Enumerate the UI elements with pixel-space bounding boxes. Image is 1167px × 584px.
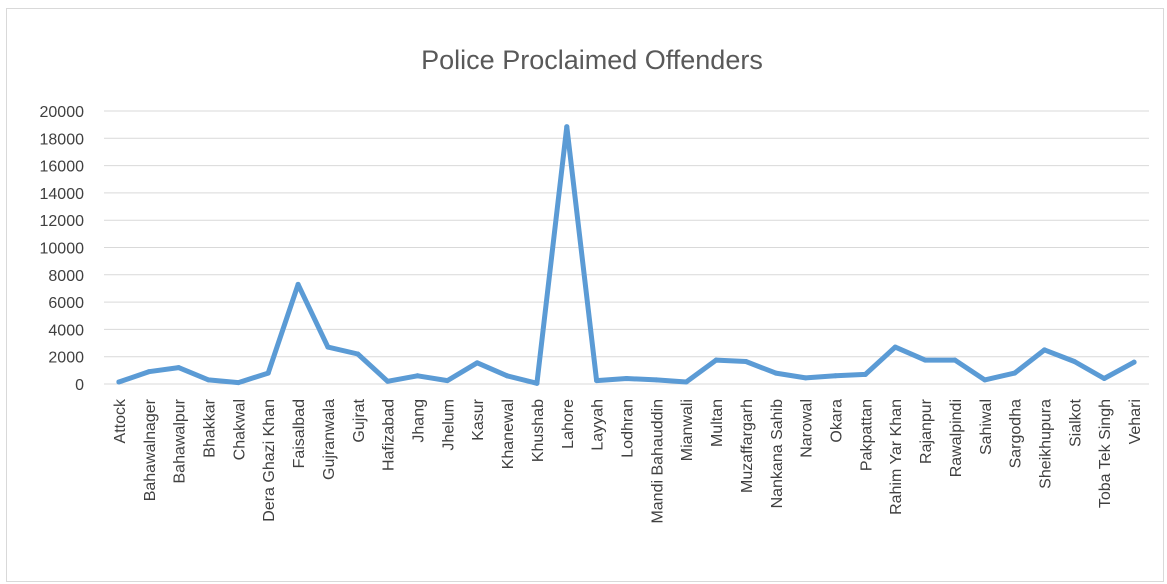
x-tick-label: Toba Tek Singh [1097, 399, 1114, 508]
data-point [176, 365, 182, 371]
data-point [1101, 376, 1107, 382]
x-tick-label: Mianwali [679, 399, 696, 461]
x-tick-label: Narowal [799, 399, 816, 458]
y-axis-tick-labels: 0 2000 4000 6000 8000 10000 12000 14000 16000 180… [40, 104, 85, 394]
data-point [265, 370, 271, 376]
y-tick-label: 10000 [40, 241, 85, 258]
data-point [116, 379, 122, 385]
x-tick-label: Mandi Bahauddin [649, 399, 666, 524]
data-point [653, 377, 659, 383]
data-point [1071, 358, 1077, 364]
y-tick-label: 6000 [48, 295, 84, 312]
x-tick-label: Sheikhupura [1038, 399, 1055, 489]
data-point [833, 373, 838, 379]
x-tick-label: Attock [112, 398, 129, 443]
y-tick-label: 20000 [40, 104, 85, 121]
data-point [355, 351, 361, 357]
x-tick-label: Multan [709, 399, 726, 447]
data-point [862, 371, 868, 377]
y-tick-label: 2000 [48, 350, 84, 367]
data-point [1042, 347, 1047, 353]
x-tick-label: Hafizabad [381, 399, 398, 471]
x-tick-label: Lodhran [620, 399, 637, 458]
y-tick-label: 18000 [40, 131, 85, 148]
x-tick-label: Khanewal [500, 399, 517, 469]
data-point [295, 281, 301, 287]
data-point [206, 377, 211, 383]
data-point [325, 344, 331, 350]
series-group [116, 124, 1137, 386]
data-point [1012, 370, 1018, 376]
data-point [415, 373, 420, 379]
x-tick-label: Dera Ghazi Khan [261, 399, 278, 522]
data-point [952, 357, 958, 363]
data-point [713, 357, 719, 363]
x-tick-label: Layyah [590, 399, 607, 451]
y-tick-label: 12000 [40, 213, 85, 230]
data-point [982, 377, 988, 383]
data-point [803, 375, 809, 381]
x-tick-label: Bhakkar [202, 398, 219, 457]
x-tick-label: Jhang [411, 399, 428, 443]
x-tick-label: Faisalbad [291, 399, 308, 468]
x-tick-label: Sahiwal [978, 399, 995, 455]
x-tick-label: Rajanpur [918, 398, 935, 464]
x-tick-label: Lahore [560, 399, 577, 449]
y-tick-label: 4000 [48, 322, 84, 339]
x-tick-label: Gujranwala [321, 399, 338, 480]
y-tick-label: 0 [75, 377, 84, 394]
data-point [624, 376, 629, 382]
data-point [534, 380, 540, 386]
data-point [474, 360, 480, 366]
y-tick-label: 8000 [48, 268, 84, 285]
data-point [1131, 359, 1137, 365]
data-point [683, 379, 689, 385]
x-tick-label: Rahim Yar Khan [888, 399, 905, 515]
data-point [385, 378, 391, 384]
x-tick-label: Gujrat [351, 398, 368, 442]
data-point [922, 357, 928, 363]
x-tick-label: Sargodha [1008, 399, 1025, 468]
data-point [146, 369, 152, 375]
x-tick-label: Kasur [470, 398, 487, 440]
data-point [743, 358, 749, 364]
x-tick-label: Vehari [1127, 399, 1144, 444]
data-point [504, 373, 510, 379]
x-tick-label: Khushab [530, 399, 547, 462]
x-tick-label: Bahawalnager [142, 398, 159, 501]
data-point [564, 124, 570, 130]
data-point [773, 370, 779, 376]
chart-title: Police Proclaimed Offenders [421, 45, 763, 75]
y-tick-label: 16000 [40, 159, 85, 176]
x-tick-label: Nankana Sahib [769, 399, 786, 509]
data-point [444, 378, 450, 384]
x-tick-label: Chakwal [231, 399, 248, 460]
data-point [892, 344, 898, 350]
y-tick-label: 14000 [40, 186, 85, 203]
gridlines [104, 110, 1149, 385]
data-point [235, 380, 241, 386]
x-axis-tick-labels: Attock Bahawalnager Bahawalpur Bhakkar Chakw… [112, 398, 1144, 524]
data-point [594, 378, 600, 384]
x-tick-label: Rawalpindi [948, 399, 965, 477]
line-chart: Police Proclaimed Offenders 0 2000 4000 600… [40, 45, 1149, 524]
x-tick-label: Sialkot [1067, 398, 1084, 447]
x-tick-label: Jhelum [440, 399, 457, 451]
x-tick-label: Pakpattan [858, 399, 875, 471]
x-tick-label: Okara [829, 399, 846, 443]
x-tick-label: Bahawalpur [172, 398, 189, 483]
chart-frame: Police Proclaimed Offenders 0 2000 4000 600… [6, 8, 1164, 582]
x-tick-label: Muzaffargarh [739, 399, 756, 493]
